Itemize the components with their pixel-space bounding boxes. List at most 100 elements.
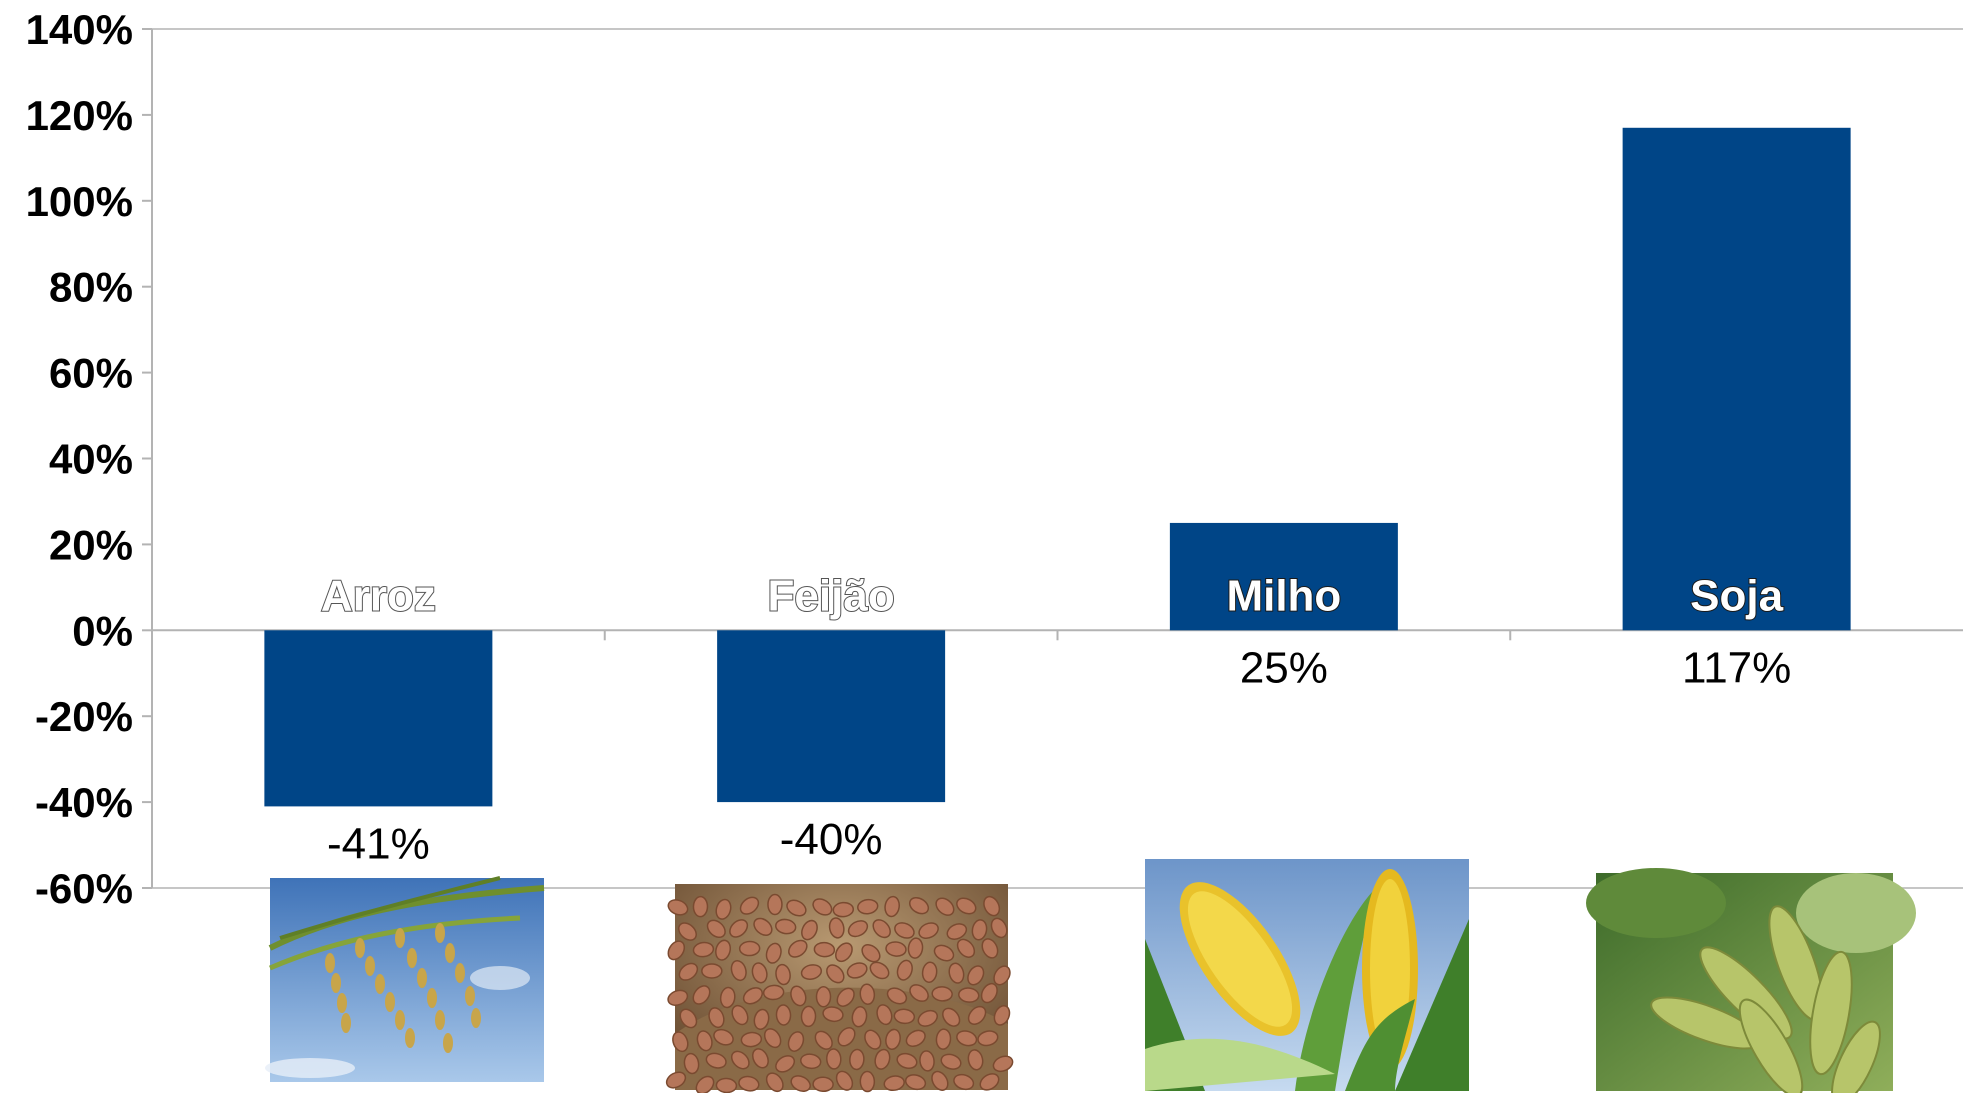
y-tick-label: 0% — [72, 607, 133, 654]
beans-sack-icon — [665, 884, 1014, 1093]
bean — [828, 917, 845, 939]
bean — [715, 898, 732, 920]
bean — [884, 895, 900, 918]
bean — [788, 939, 808, 958]
data-label: 25% — [1240, 643, 1328, 692]
bean — [708, 1007, 725, 1029]
bars — [264, 127, 1851, 807]
bean — [907, 937, 924, 959]
bean — [696, 1030, 713, 1052]
y-tick-label: 60% — [49, 350, 133, 397]
bean — [956, 938, 976, 958]
category-label: Arroz — [321, 571, 436, 620]
bean — [730, 959, 747, 982]
bean — [849, 1048, 865, 1071]
bean — [813, 941, 836, 958]
bean — [990, 917, 1008, 939]
bean — [742, 987, 763, 1005]
bean — [751, 1048, 769, 1069]
bean — [765, 942, 782, 964]
bean — [790, 985, 807, 1007]
bean — [826, 964, 845, 984]
bean — [705, 1052, 727, 1069]
bean — [979, 1073, 1000, 1091]
bean — [729, 919, 749, 938]
y-tick-label: -60% — [35, 865, 133, 912]
bean — [956, 1030, 978, 1047]
y-tick-label: -20% — [35, 693, 133, 740]
bean — [730, 1050, 750, 1070]
bean — [800, 1005, 817, 1028]
category-label: Soja — [1690, 571, 1783, 620]
bean — [885, 1028, 901, 1050]
bean — [935, 1028, 952, 1050]
bean — [715, 939, 732, 961]
bean — [812, 898, 833, 916]
bean — [767, 893, 783, 916]
bean — [790, 1075, 811, 1092]
bean — [738, 1075, 760, 1092]
bean — [883, 1075, 905, 1092]
bean — [847, 920, 869, 938]
bar-feijão — [717, 630, 946, 803]
bar-soja — [1622, 127, 1851, 631]
y-axis-ticks: 140% 120% 100% 80% 60% 40% 20% 0% -20% -40% -60% — [26, 6, 152, 912]
bean — [905, 1029, 926, 1047]
bean — [683, 1052, 700, 1075]
bean — [775, 1004, 792, 1026]
bean — [967, 1005, 987, 1025]
y-tick-label: 40% — [49, 436, 133, 483]
bean — [859, 1070, 876, 1093]
bean — [713, 1028, 734, 1046]
bean — [775, 918, 797, 935]
bean — [762, 984, 785, 1001]
bean — [775, 963, 791, 986]
bean — [946, 923, 968, 940]
bean — [864, 1029, 882, 1050]
bean — [935, 897, 955, 916]
bean — [822, 1006, 844, 1023]
bean — [977, 1030, 999, 1047]
bean — [917, 1009, 938, 1027]
bean — [692, 941, 715, 958]
bean — [679, 1008, 698, 1029]
bean — [667, 940, 686, 961]
bar-arroz — [264, 630, 493, 807]
bean — [667, 899, 689, 916]
bean — [731, 1004, 749, 1026]
bean — [940, 1053, 962, 1070]
bean — [953, 1073, 975, 1091]
bean — [876, 1004, 893, 1026]
bean — [801, 919, 818, 941]
bar-milho — [1169, 522, 1398, 631]
corn-cob-icon — [1145, 859, 1469, 1091]
bean — [846, 962, 868, 979]
bean — [695, 1075, 715, 1093]
bean — [800, 964, 823, 980]
bean — [869, 961, 890, 980]
bean — [753, 1008, 770, 1031]
bean — [826, 1048, 842, 1070]
bean — [942, 1007, 961, 1027]
bean — [993, 1005, 1011, 1026]
bean — [859, 983, 876, 1005]
bean — [814, 1030, 833, 1050]
bean — [908, 897, 930, 915]
bean — [885, 941, 907, 957]
bean — [981, 938, 999, 959]
bean — [921, 961, 938, 983]
bean — [786, 899, 807, 917]
bean — [993, 965, 1011, 986]
bean — [919, 1050, 935, 1072]
bean — [956, 897, 977, 915]
bean — [738, 940, 761, 957]
bean — [894, 922, 915, 939]
bean — [815, 985, 832, 1008]
bean — [667, 989, 689, 1007]
bean — [851, 1006, 868, 1028]
bean — [948, 962, 965, 984]
category-label: Feijão — [768, 571, 895, 620]
bean — [896, 1052, 918, 1070]
data-label: -41% — [327, 819, 430, 868]
bean — [904, 1074, 927, 1091]
